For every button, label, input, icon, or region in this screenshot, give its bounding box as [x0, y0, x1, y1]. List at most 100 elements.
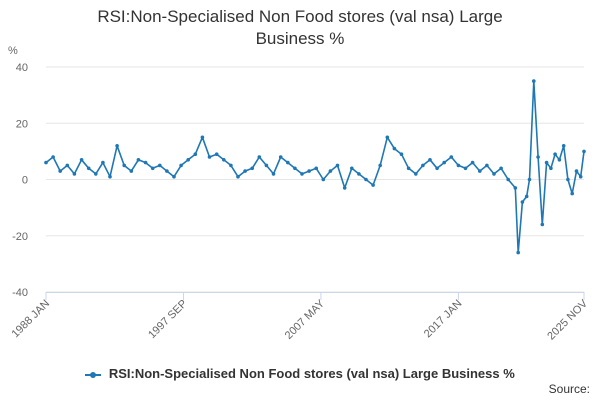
data-point[interactable]: [357, 172, 361, 176]
data-point[interactable]: [527, 177, 532, 182]
data-point[interactable]: [214, 152, 219, 156]
data-point[interactable]: [499, 166, 503, 171]
data-point[interactable]: [236, 174, 240, 179]
series-line: [45, 80, 585, 254]
data-point[interactable]: [79, 158, 84, 162]
data-point[interactable]: [286, 160, 290, 165]
data-point[interactable]: [557, 158, 562, 162]
data-point[interactable]: [342, 186, 347, 190]
data-point[interactable]: [321, 177, 326, 182]
y-tick-label: 20: [16, 118, 28, 130]
data-point[interactable]: [406, 166, 411, 171]
data-point[interactable]: [544, 160, 549, 165]
data-point[interactable]: [65, 163, 70, 168]
data-point[interactable]: [264, 163, 269, 168]
data-point[interactable]: [578, 174, 583, 179]
data-point[interactable]: [335, 163, 340, 168]
data-point[interactable]: [524, 194, 529, 199]
data-point[interactable]: [478, 169, 482, 173]
data-point[interactable]: [271, 172, 276, 176]
data-point[interactable]: [574, 169, 579, 173]
data-point[interactable]: [108, 174, 112, 179]
data-point[interactable]: [463, 166, 468, 171]
data-point[interactable]: [470, 160, 475, 165]
data-point[interactable]: [58, 169, 62, 173]
data-point[interactable]: [293, 166, 297, 171]
data-point[interactable]: [350, 166, 354, 171]
x-tick-label: 2025 NOV: [545, 297, 590, 342]
data-point[interactable]: [378, 163, 383, 168]
data-point[interactable]: [449, 155, 454, 159]
data-point[interactable]: [243, 169, 247, 173]
data-point[interactable]: [516, 250, 520, 255]
source-label: Source:: [548, 382, 590, 396]
data-point[interactable]: [122, 163, 126, 168]
x-tick-label: 1988 JAN: [9, 298, 52, 341]
data-point[interactable]: [115, 144, 119, 148]
data-point[interactable]: [136, 158, 141, 162]
x-tick-label: 1997 SEP: [146, 298, 190, 342]
legend[interactable]: RSI:Non-Specialised Non Food stores (val…: [0, 366, 600, 381]
data-point[interactable]: [513, 186, 518, 190]
data-point[interactable]: [307, 169, 311, 173]
data-point[interactable]: [101, 160, 105, 165]
data-point[interactable]: [222, 158, 226, 162]
x-tick-label: 2007 MAY: [283, 297, 328, 342]
data-point[interactable]: [553, 152, 557, 156]
data-point[interactable]: [442, 160, 447, 165]
y-tick-label: -40: [12, 287, 28, 299]
data-point[interactable]: [385, 135, 390, 140]
chart-title-line-1: RSI:Non-Specialised Non Food stores (val…: [97, 7, 503, 26]
data-point[interactable]: [392, 146, 397, 151]
data-point[interactable]: [150, 166, 155, 171]
data-point[interactable]: [561, 144, 566, 148]
data-point[interactable]: [532, 79, 536, 83]
data-point[interactable]: [186, 158, 190, 162]
y-axis-unit-label: %: [8, 45, 18, 57]
data-point[interactable]: [314, 166, 319, 171]
grid-layer: [46, 66, 584, 293]
data-point[interactable]: [364, 177, 368, 182]
data-point[interactable]: [371, 183, 375, 187]
data-point[interactable]: [165, 169, 169, 173]
data-point[interactable]: [94, 172, 98, 176]
data-point[interactable]: [506, 177, 511, 182]
data-point[interactable]: [421, 163, 425, 168]
data-point[interactable]: [536, 155, 540, 159]
data-point[interactable]: [193, 152, 198, 156]
data-point[interactable]: [566, 177, 570, 182]
data-point[interactable]: [414, 172, 418, 176]
data-point[interactable]: [143, 160, 148, 165]
data-point[interactable]: [229, 163, 233, 168]
data-point[interactable]: [582, 149, 586, 154]
data-point[interactable]: [207, 155, 212, 159]
data-point[interactable]: [172, 174, 176, 179]
data-point[interactable]: [44, 160, 48, 165]
data-point[interactable]: [278, 155, 283, 159]
data-point[interactable]: [540, 222, 545, 227]
data-point[interactable]: [179, 163, 183, 168]
data-point[interactable]: [72, 172, 77, 176]
data-point[interactable]: [456, 163, 461, 168]
data-point[interactable]: [328, 169, 333, 173]
data-point[interactable]: [129, 169, 134, 173]
data-point[interactable]: [257, 155, 262, 159]
series-layer: [44, 79, 586, 255]
data-point[interactable]: [158, 163, 162, 168]
data-point[interactable]: [86, 166, 91, 171]
data-point[interactable]: [520, 200, 525, 204]
data-point[interactable]: [570, 191, 574, 196]
data-point[interactable]: [492, 172, 496, 176]
data-point[interactable]: [485, 163, 489, 168]
data-point[interactable]: [250, 166, 254, 171]
data-point[interactable]: [200, 135, 205, 140]
data-point[interactable]: [428, 158, 432, 162]
data-point[interactable]: [435, 166, 439, 171]
data-point[interactable]: [549, 166, 553, 171]
data-point[interactable]: [51, 155, 55, 159]
y-tick-label: 0: [22, 175, 28, 187]
chart-title: RSI:Non-Specialised Non Food stores (val…: [0, 6, 600, 50]
data-point[interactable]: [300, 172, 304, 176]
data-point[interactable]: [399, 152, 404, 156]
